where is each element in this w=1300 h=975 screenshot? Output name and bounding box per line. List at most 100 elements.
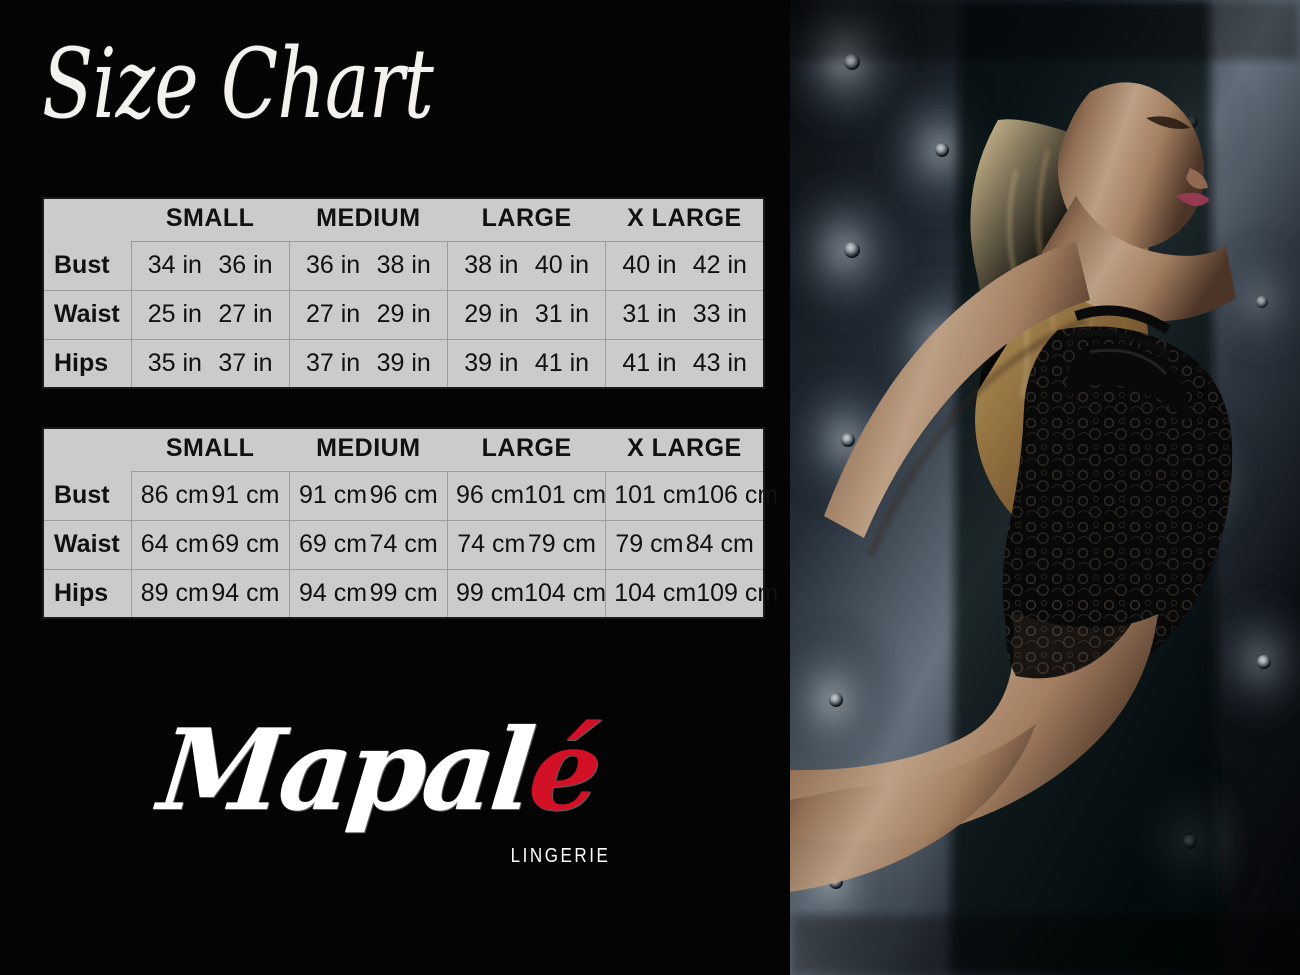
cell-hips-xlarge: 104 cm 109 cm [605,569,778,618]
brand-tagline: LINGERIE [510,845,610,867]
value-max: 79 cm [527,530,596,558]
cell-hips-large: 39 in 41 in [447,339,607,388]
column-header-xlarge: X LARGE [605,198,764,242]
value-min: 37 in [305,348,361,377]
value-min: 29 in [464,300,519,328]
column-header-xlarge: X LARGE [605,428,764,472]
cell-bust-medium: 36 in 38 in [289,241,449,291]
model-photo-illustration [790,0,1300,975]
value-min: 96 cm [456,481,525,509]
column-header-medium: MEDIUM [289,198,448,242]
value-min: 41 in [622,348,677,377]
value-min: 27 in [305,300,361,328]
cell-bust-small: 34 in 36 in [131,241,290,291]
value-max: 94 cm [211,578,280,607]
column-header-medium: MEDIUM [289,428,448,472]
value-min: 38 in [464,251,519,279]
row-label-bust: Bust [43,471,132,521]
value-max: 74 cm [369,530,438,558]
value-min: 25 in [147,300,202,328]
value-max: 101 cm [524,481,607,509]
value-max: 99 cm [369,578,438,607]
info-panel: Size Chart SMALL MEDIUM LARGE X LARGE Bu… [42,28,779,890]
size-table-inches-body: Bust 34 in 36 in 36 in 38 in [43,241,764,388]
table-header-row: SMALL MEDIUM LARGE X LARGE [43,198,764,242]
value-max: 27 in [218,300,273,328]
column-header-large: LARGE [447,198,606,242]
cell-bust-xlarge: 40 in 42 in [605,241,764,291]
value-max: 84 cm [685,530,754,558]
row-label-waist: Waist [43,290,132,340]
cell-hips-xlarge: 41 in 43 in [605,339,764,388]
value-max: 31 in [534,300,590,328]
value-max: 40 in [534,251,590,279]
cell-bust-xlarge: 101 cm 106 cm [605,471,778,521]
value-min: 86 cm [140,481,209,509]
brand-name-accent: é [523,705,605,836]
value-max: 29 in [376,300,431,328]
value-min: 104 cm [614,578,697,607]
size-table-centimeters: SMALL MEDIUM LARGE X LARGE Bust 86 cm 91… [42,427,778,619]
row-label-hips: Hips [43,569,132,618]
row-label-bust: Bust [43,241,132,291]
cell-waist-xlarge: 31 in 33 in [605,290,764,340]
cell-hips-small: 89 cm 94 cm [131,569,290,618]
cell-waist-xlarge: 79 cm 84 cm [605,520,764,570]
value-max: 106 cm [696,481,779,509]
page-title: Size Chart [42,28,434,140]
cell-hips-small: 35 in 37 in [131,339,290,388]
value-min: 74 cm [457,530,526,558]
value-max: 91 cm [211,481,280,509]
value-min: 34 in [147,251,202,279]
size-table-centimeters-body: Bust 86 cm 91 cm 91 cm 96 cm [43,471,778,618]
brand-logo: Mapalé LINGERIE [153,705,620,890]
brand-wordmark: Mapalé [153,705,604,836]
corner-header-cell [43,198,131,241]
corner-header-cell [43,428,131,471]
brand-name-main: Mapal [153,705,537,836]
size-table-inches-head: SMALL MEDIUM LARGE X LARGE [43,198,764,242]
value-min: 79 cm [615,530,684,558]
cell-waist-small: 25 in 27 in [131,290,290,340]
table-row: Bust 34 in 36 in 36 in 38 in [43,241,764,291]
value-min: 91 cm [299,481,368,509]
value-min: 89 cm [140,578,209,607]
table-header-row: SMALL MEDIUM LARGE X LARGE [43,428,764,472]
value-min: 94 cm [299,578,368,607]
value-min: 64 cm [140,530,209,558]
value-max: 42 in [692,251,747,279]
column-header-small: SMALL [131,198,290,242]
table-row: Hips 89 cm 94 cm 94 cm 99 cm [43,569,778,618]
value-max: 109 cm [696,578,779,607]
value-min: 40 in [622,251,677,279]
cell-hips-large: 99 cm 104 cm [447,569,607,618]
value-max: 38 in [376,251,431,279]
model-photo [790,0,1300,975]
value-max: 36 in [218,251,273,279]
value-max: 37 in [218,348,273,377]
cell-waist-small: 64 cm 69 cm [131,520,290,570]
row-label-hips: Hips [43,339,132,388]
cell-waist-large: 29 in 31 in [447,290,607,340]
cell-hips-medium: 37 in 39 in [289,339,449,388]
value-min: 39 in [464,348,519,377]
cell-bust-medium: 91 cm 96 cm [289,471,449,521]
value-max: 39 in [376,348,431,377]
value-min: 31 in [622,300,677,328]
value-min: 36 in [305,251,361,279]
cell-waist-large: 74 cm 79 cm [447,520,607,570]
cell-bust-large: 96 cm 101 cm [447,471,607,521]
cell-waist-medium: 27 in 29 in [289,290,449,340]
cell-waist-medium: 69 cm 74 cm [289,520,449,570]
size-table-centimeters-head: SMALL MEDIUM LARGE X LARGE [43,428,764,472]
table-row: Waist 64 cm 69 cm 69 cm 74 cm [43,520,764,570]
value-min: 101 cm [614,481,697,509]
cell-bust-large: 38 in 40 in [447,241,607,291]
table-row: Waist 25 in 27 in 27 in 29 in [43,290,764,340]
cell-hips-medium: 94 cm 99 cm [289,569,449,618]
value-max: 33 in [692,300,747,328]
size-table-inches: SMALL MEDIUM LARGE X LARGE Bust 34 in 36… [42,197,765,389]
value-max: 104 cm [524,578,607,607]
row-label-waist: Waist [43,520,132,570]
